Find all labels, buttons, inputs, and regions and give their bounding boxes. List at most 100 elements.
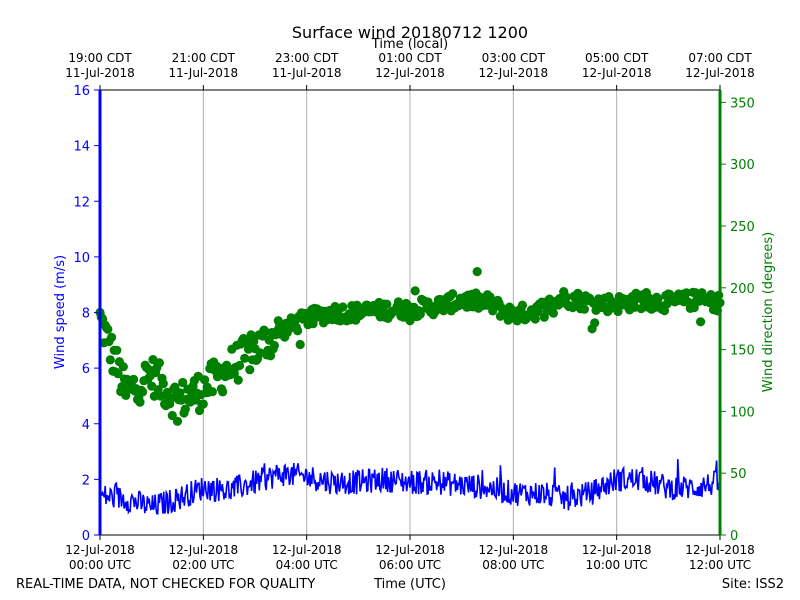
- wind-direction-point: [107, 332, 117, 342]
- right-axis-label: Wind direction (degrees): [761, 232, 776, 392]
- top-tick-time: 05:00 CDT: [585, 51, 649, 65]
- wind-direction-point: [382, 299, 392, 309]
- wind-direction-point: [405, 316, 415, 326]
- wind-direction-point: [352, 300, 362, 310]
- x-axis-label: Time (UTC): [373, 577, 446, 592]
- wind-direction-point: [293, 326, 303, 336]
- top-tick-date: 12-Jul-2018: [479, 66, 549, 80]
- quality-note: REAL-TIME DATA, NOT CHECKED FOR QUALITY: [16, 577, 315, 592]
- wind-direction-point: [200, 375, 210, 385]
- wind-direction-point: [158, 379, 168, 389]
- speed-tick-label: 14: [73, 140, 90, 155]
- bottom-tick-date: 12-Jul-2018: [65, 543, 135, 557]
- top-tick-date: 11-Jul-2018: [169, 66, 239, 80]
- wind-direction-point: [393, 297, 403, 307]
- wind-direction-point: [172, 416, 183, 426]
- wind-direction-series: [95, 267, 725, 426]
- direction-tick-label: 350: [730, 96, 755, 111]
- wind-direction-point: [233, 375, 243, 385]
- wind-direction-point: [118, 362, 128, 372]
- wind-direction-point: [198, 399, 208, 409]
- wind-direction-point: [696, 317, 706, 327]
- bottom-tick-time: 10:00 UTC: [586, 558, 648, 572]
- wind-direction-point: [338, 302, 348, 312]
- speed-tick-label: 0: [82, 529, 90, 544]
- wind-direction-axis-ticks: 0 50 100 150 200 250 300 350: [720, 96, 755, 544]
- wind-direction-point: [234, 360, 245, 371]
- wind-direction-point: [138, 387, 148, 397]
- wind-direction-point: [548, 308, 559, 318]
- direction-tick-label: 100: [730, 405, 755, 420]
- wind-direction-point: [561, 292, 571, 302]
- direction-tick-label: 300: [730, 158, 755, 173]
- site-label: Site: ISS2: [722, 577, 784, 592]
- wind-direction-point: [218, 387, 228, 397]
- wind-direction-point: [689, 303, 699, 313]
- direction-tick-label: 0: [730, 529, 738, 544]
- direction-tick-label: 200: [730, 282, 755, 297]
- wind-direction-point: [295, 339, 305, 350]
- bottom-tick-date: 12-Jul-2018: [479, 543, 549, 557]
- wind-direction-point: [175, 388, 185, 398]
- top-tick-time: 23:00 CDT: [275, 51, 339, 65]
- bottom-tick-date: 12-Jul-2018: [169, 543, 239, 557]
- direction-tick-label: 50: [730, 467, 747, 482]
- speed-tick-label: 4: [82, 418, 90, 433]
- top-tick-date: 11-Jul-2018: [65, 66, 135, 80]
- wind-direction-point: [178, 377, 188, 388]
- top-tick-date: 12-Jul-2018: [685, 66, 755, 80]
- speed-tick-label: 16: [73, 84, 90, 99]
- bottom-tick-time: 00:00 UTC: [69, 558, 131, 572]
- wind-direction-point: [180, 404, 190, 414]
- wind-direction-point: [103, 324, 113, 334]
- top-tick-time: 03:00 CDT: [482, 51, 546, 65]
- wind-direction-point: [472, 267, 482, 277]
- wind-direction-point: [129, 374, 139, 384]
- top-tick-date: 12-Jul-2018: [375, 66, 445, 80]
- top-tick-date: 11-Jul-2018: [272, 66, 342, 80]
- wind-direction-point: [410, 286, 420, 296]
- chart-title: Surface wind 20180712 1200: [292, 23, 528, 42]
- wind-direction-point: [653, 294, 663, 304]
- wind-direction-point: [590, 318, 600, 328]
- speed-tick-label: 12: [73, 195, 90, 210]
- top-axis-label: Time (local): [371, 37, 448, 52]
- bottom-tick-date: 12-Jul-2018: [685, 543, 755, 557]
- direction-tick-label: 150: [730, 344, 755, 359]
- bottom-tick-time: 06:00 UTC: [379, 558, 441, 572]
- wind-direction-point: [579, 304, 590, 314]
- top-tick-time: 07:00 CDT: [688, 51, 752, 65]
- top-tick-time: 21:00 CDT: [172, 51, 236, 65]
- bottom-tick-date: 12-Jul-2018: [375, 543, 445, 557]
- speed-tick-label: 8: [82, 307, 90, 322]
- speed-tick-label: 2: [82, 473, 90, 488]
- bottom-tick-date: 12-Jul-2018: [582, 543, 652, 557]
- wind-direction-point: [154, 358, 164, 368]
- wind-direction-point: [530, 314, 540, 324]
- speed-tick-label: 6: [82, 362, 90, 377]
- wind-speed-axis-ticks: 0 2 4 6 8 10 12 14 16: [73, 84, 100, 544]
- wind-speed-line: [99, 459, 721, 515]
- wind-direction-point: [105, 355, 115, 365]
- bottom-tick-time: 04:00 UTC: [276, 558, 338, 572]
- top-tick-time: 01:00 CDT: [378, 51, 442, 65]
- wind-direction-point: [249, 336, 259, 346]
- wind-direction-point: [681, 288, 692, 298]
- wind-direction-point: [269, 340, 279, 351]
- top-tick-date: 12-Jul-2018: [582, 66, 652, 80]
- wind-direction-point: [135, 397, 145, 407]
- wind-direction-point: [240, 353, 250, 363]
- bottom-tick-date: 12-Jul-2018: [272, 543, 342, 557]
- wind-direction-point: [448, 289, 458, 299]
- top-tick-time: 19:00 CDT: [68, 51, 132, 65]
- wind-direction-point: [207, 387, 217, 397]
- direction-tick-label: 250: [730, 220, 755, 235]
- wind-direction-point: [245, 365, 255, 375]
- bottom-tick-time: 08:00 UTC: [482, 558, 544, 572]
- speed-tick-label: 10: [73, 251, 90, 266]
- bottom-tick-time: 02:00 UTC: [172, 558, 234, 572]
- bottom-tick-time: 12:00 UTC: [689, 558, 751, 572]
- wind-direction-point: [112, 345, 122, 355]
